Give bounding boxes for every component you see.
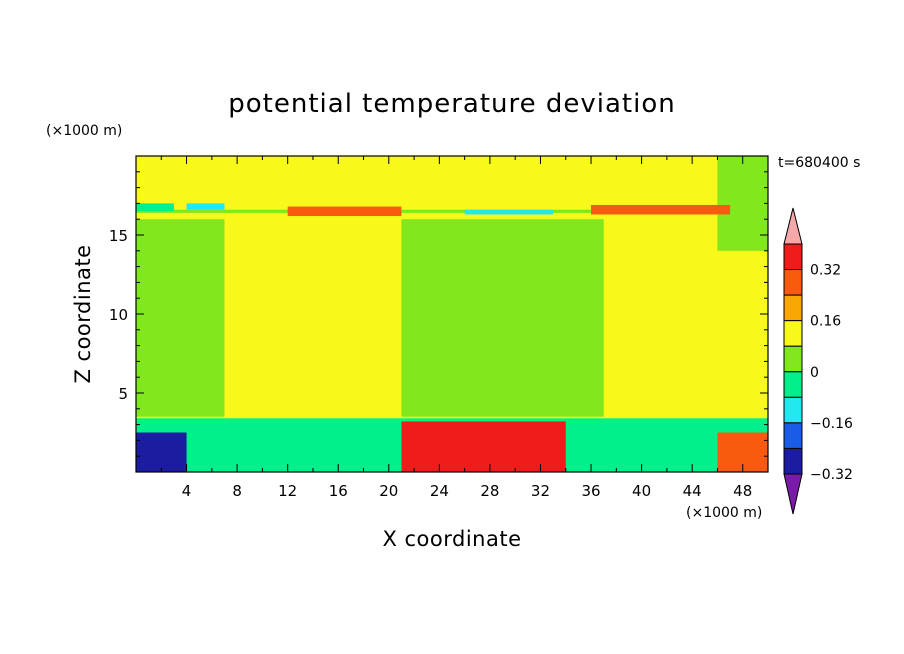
x-tick-label: 32 xyxy=(531,482,550,500)
colorbar-box xyxy=(783,243,803,271)
x-tick-label: 48 xyxy=(733,482,752,500)
colorbar-box xyxy=(783,320,803,347)
colorbar-tick-label: 0 xyxy=(810,365,819,381)
colorbar-box xyxy=(783,371,803,398)
y-tick-label: 15 xyxy=(109,227,128,245)
y-tick-label: 5 xyxy=(118,385,128,403)
x-tick-label: 24 xyxy=(430,482,449,500)
x-axis-label: X coordinate xyxy=(382,527,521,551)
colorbar-box xyxy=(783,269,803,296)
field-region xyxy=(401,219,604,417)
x-tick-label: 12 xyxy=(278,482,297,500)
field-region xyxy=(591,204,731,215)
x-tick-label: 8 xyxy=(232,482,242,500)
x-tick-label: 20 xyxy=(379,482,398,500)
colorbar-box xyxy=(783,422,803,449)
x-tick-label: 44 xyxy=(683,482,702,500)
x-tick-label: 16 xyxy=(329,482,348,500)
colorbar: 0.32 0.16 0 −0.16 −0.32 xyxy=(783,207,853,515)
colorbar-tick-label: −0.16 xyxy=(810,416,853,432)
y-unit-label: (×1000 m) xyxy=(46,123,122,139)
colorbar-tick-label: 0.32 xyxy=(810,263,841,279)
x-unit-label: (×1000 m) xyxy=(686,505,762,521)
colorbar-tick-label: 0.16 xyxy=(810,314,841,330)
colorbar-box xyxy=(783,396,803,424)
field-region xyxy=(136,432,187,472)
y-tick-label: 10 xyxy=(109,306,128,324)
x-tick-label: 36 xyxy=(581,482,600,500)
y-axis: 5 10 15 xyxy=(109,171,768,457)
x-tick-label: 28 xyxy=(480,482,499,500)
colorbar-extend-low xyxy=(783,473,803,515)
field-region xyxy=(287,206,402,217)
time-label: t=680400 s xyxy=(778,155,860,171)
chart-title: potential temperature deviation xyxy=(228,89,675,119)
colorbar-box xyxy=(783,447,803,475)
colorbar-tick-label: −0.32 xyxy=(810,467,853,483)
field-region xyxy=(464,209,554,215)
x-axis: 4 8 12 16 20 24 28 32 36 40 44 48 xyxy=(160,156,752,500)
contour-field xyxy=(136,156,768,472)
field-region xyxy=(136,219,225,417)
colorbar-box xyxy=(783,294,803,322)
colorbar-extend-high xyxy=(783,207,803,245)
y-axis-label: Z coordinate xyxy=(71,244,95,383)
field-region xyxy=(136,203,174,212)
field-region xyxy=(401,421,566,472)
colorbar-box xyxy=(783,345,803,373)
x-tick-label: 40 xyxy=(632,482,651,500)
field-region xyxy=(186,203,225,210)
x-tick-label: 4 xyxy=(182,482,192,500)
field-region xyxy=(136,209,768,213)
field-region xyxy=(717,156,768,251)
